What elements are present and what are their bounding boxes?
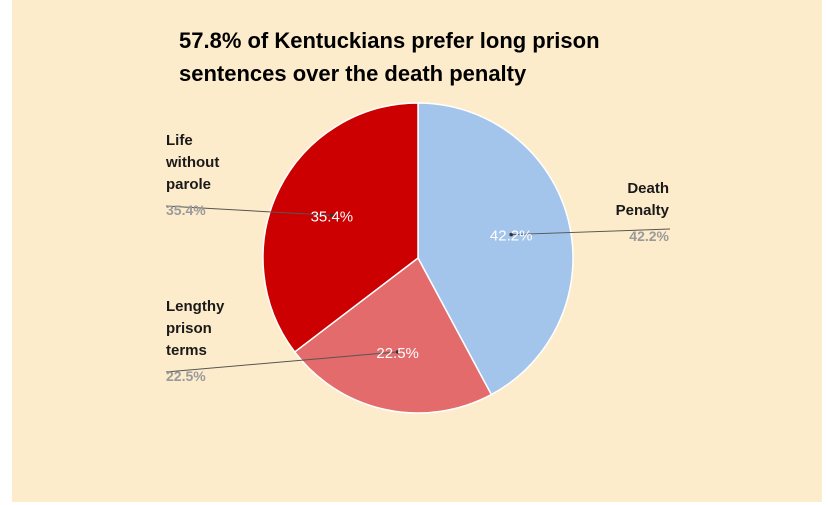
- label-life-pct: 35.4%: [166, 202, 206, 218]
- pie-slice-lengthy-prison-terms: [293, 256, 493, 414]
- label-lengthy-line-1: Lengthy: [166, 298, 225, 315]
- label-death-penalty-pct: 42.2%: [629, 228, 669, 244]
- label-life-line-2: without: [166, 154, 220, 171]
- chart-title-line-1: 57.8% of Kentuckians prefer long prison: [179, 28, 600, 53]
- label-lengthy-pct: 22.5%: [166, 368, 206, 384]
- leader-line-life-without-parole: [165, 205, 332, 216]
- chart-title: 57.8% of Kentuckians prefer long prison …: [179, 24, 699, 90]
- chart-frame: 57.8% of Kentuckians prefer long prison …: [12, 0, 822, 502]
- chart-title-line-2: sentences over the death penalty: [179, 61, 527, 86]
- label-death-penalty-line-2: Penalty: [615, 202, 669, 219]
- label-death-penalty: Death Penalty 42.2%: [572, 178, 669, 247]
- leader-dot-lengthy-prison-terms: [395, 350, 400, 354]
- leader-dot-death-penalty: [509, 232, 513, 237]
- label-life-line-3: parole: [166, 176, 212, 193]
- label-lengthy-line-3: terms: [166, 342, 207, 359]
- label-life-line-1: Life: [166, 132, 193, 149]
- label-lengthy-prison-terms: Lengthy prison terms 22.5%: [166, 296, 286, 387]
- label-lengthy-line-2: prison: [166, 320, 212, 337]
- label-death-penalty-line-1: Death: [627, 180, 669, 197]
- pie-slice-death-penalty: [417, 102, 574, 396]
- pie-slice-life-without-parole: [262, 102, 419, 354]
- leader-line-lengthy-prison-terms: [165, 351, 398, 373]
- leader-dot-life-without-parole: [330, 213, 334, 218]
- label-life-without-parole: Life without parole 35.4%: [166, 130, 286, 221]
- slice-value-label-lengthy-prison-terms: 22.5%: [376, 345, 419, 362]
- slice-value-label-death-penalty: 42.2%: [490, 228, 533, 245]
- slice-value-label-life-without-parole: 35.4%: [311, 208, 354, 225]
- pie-chart: 42.2% 22.5% 35.4%: [165, 102, 671, 414]
- leader-line-death-penalty: [511, 228, 671, 236]
